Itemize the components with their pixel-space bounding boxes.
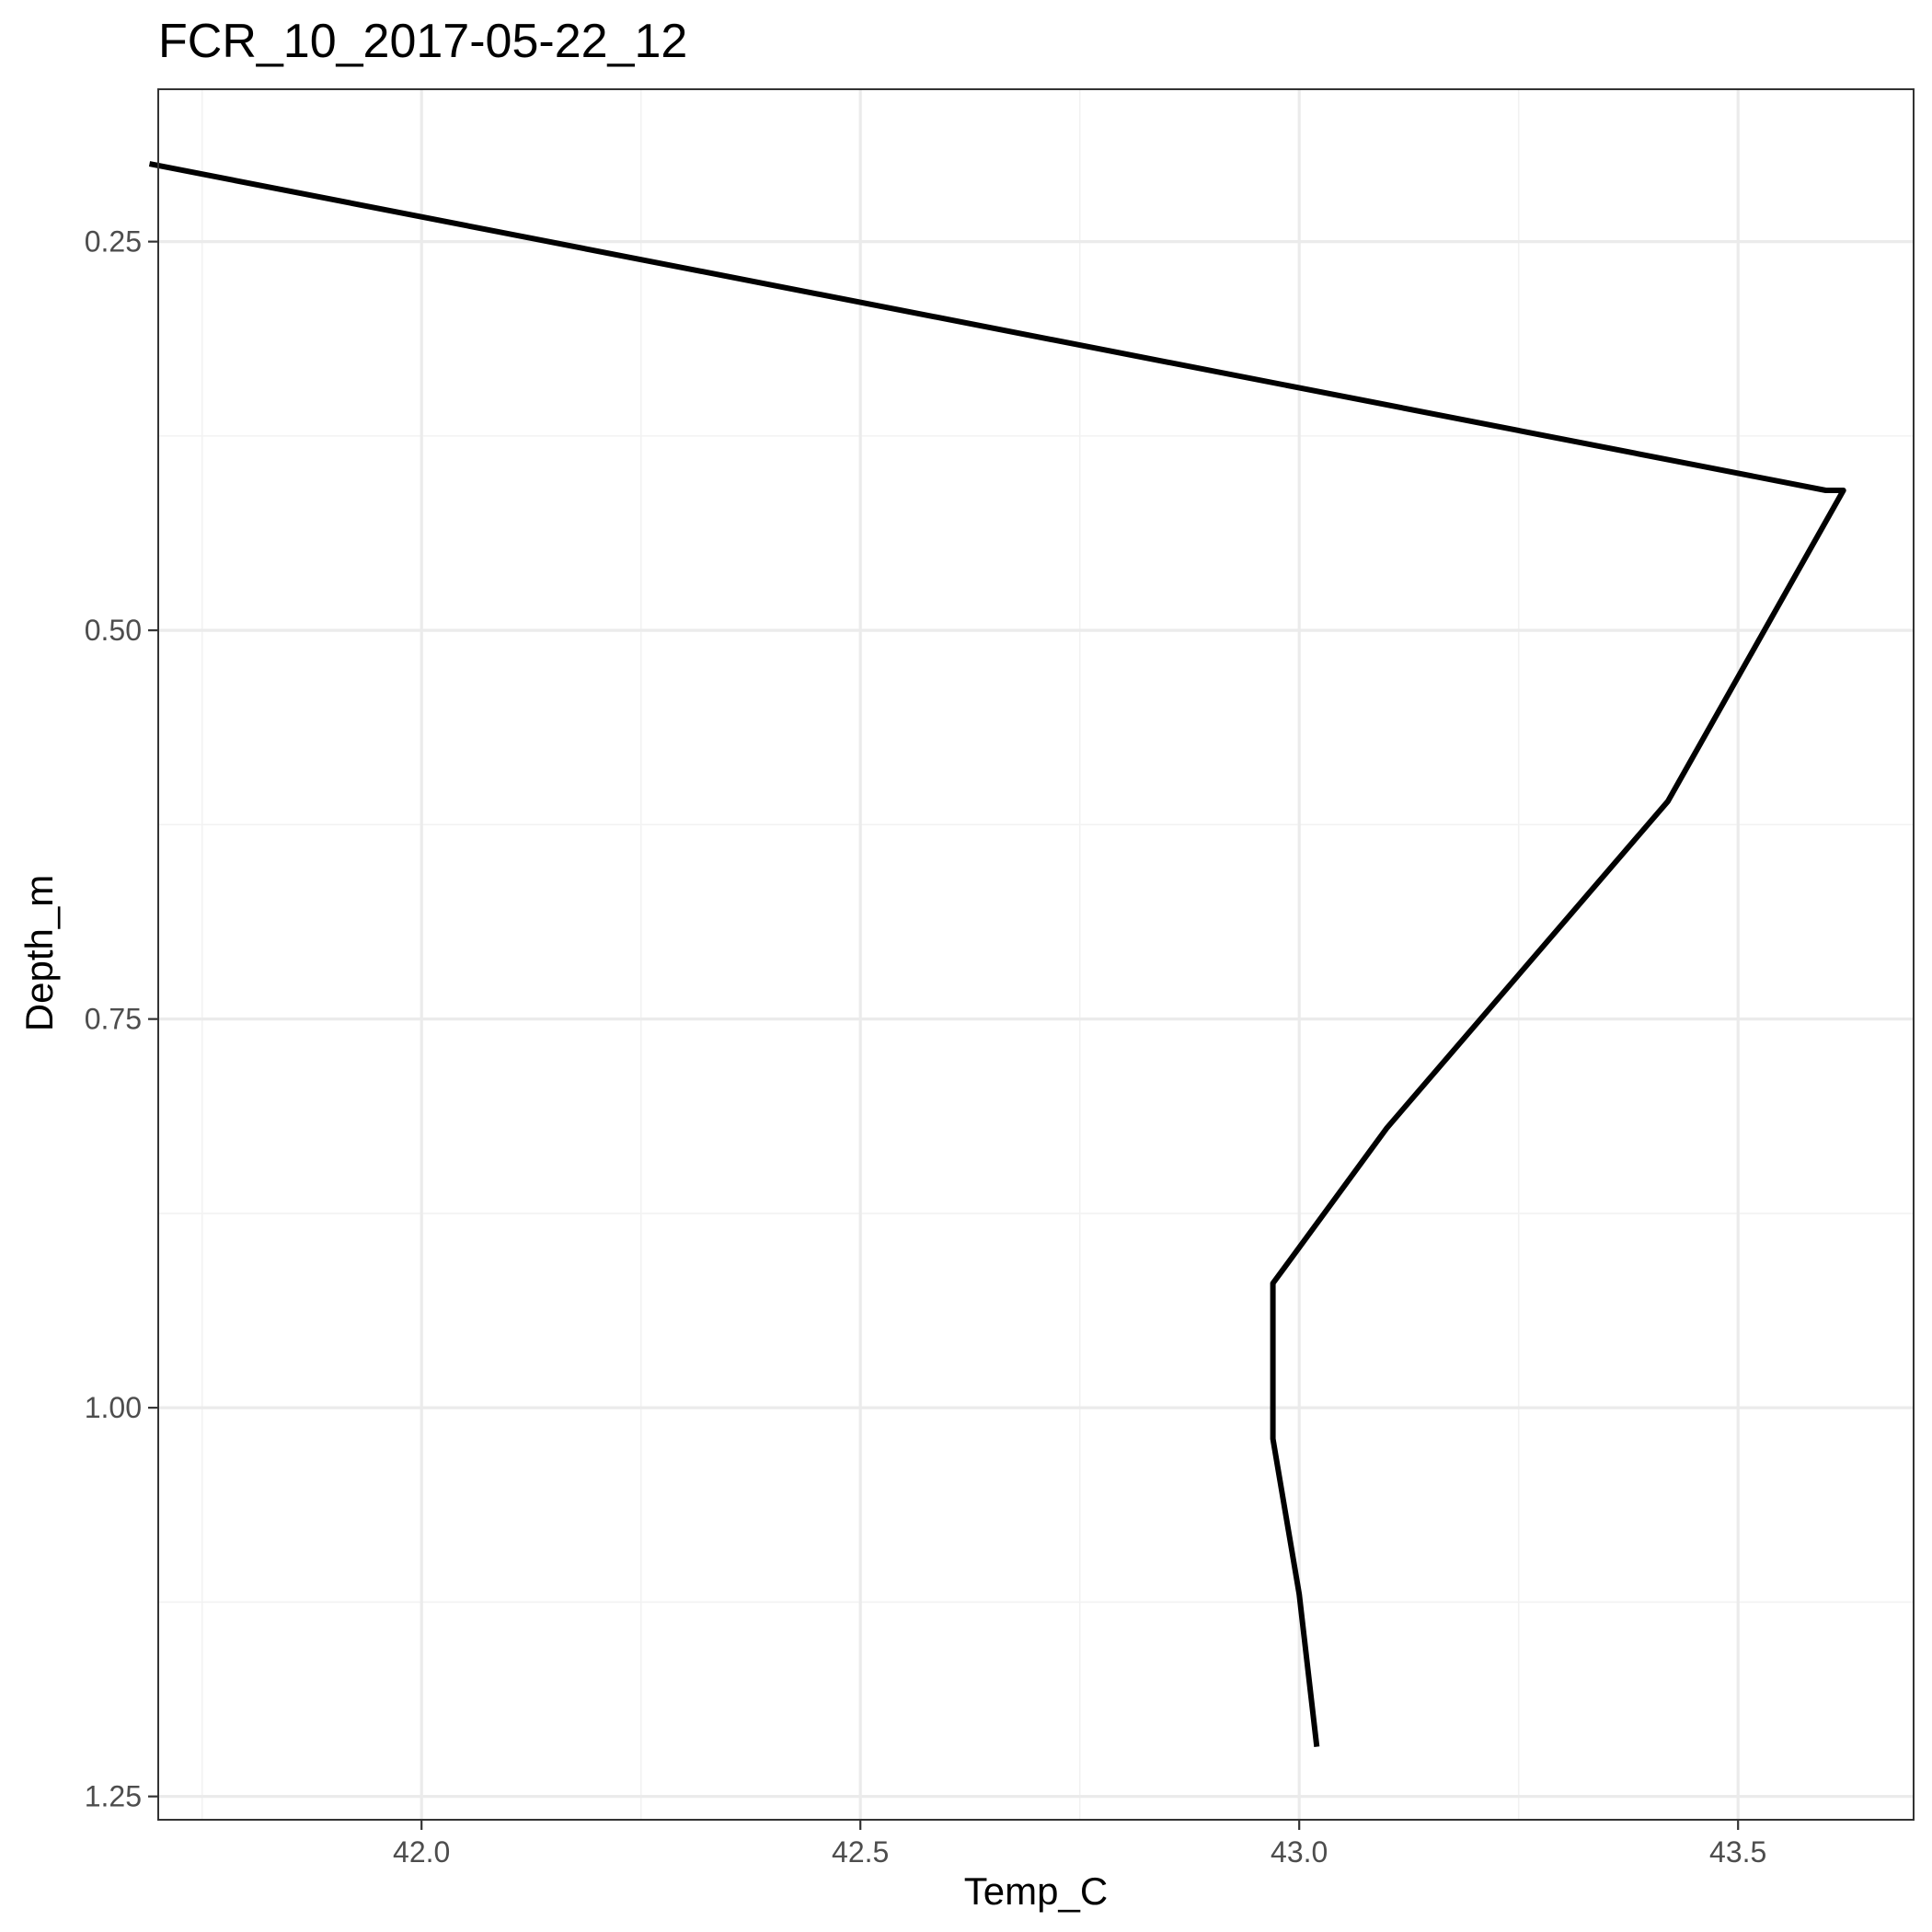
y-axis: 0.25 0.50 0.75 1.00 1.25 xyxy=(85,225,158,1813)
y-tick-label: 0.25 xyxy=(85,225,142,259)
panel-border xyxy=(157,88,1915,1821)
x-axis: 42.0 42.5 43.0 43.5 xyxy=(393,1820,1766,1869)
x-tick-label: 42.0 xyxy=(393,1835,450,1869)
y-tick-label: 0.50 xyxy=(85,614,142,647)
x-tick-label: 43.0 xyxy=(1271,1835,1328,1869)
y-tick-label: 1.00 xyxy=(85,1391,142,1424)
x-tick-label: 42.5 xyxy=(832,1835,889,1869)
chart-title: FCR_10_2017-05-22_12 xyxy=(158,15,687,68)
y-tick-label: 0.75 xyxy=(85,1003,142,1036)
y-axis-title: Depth_m xyxy=(17,875,61,1031)
series-layer xyxy=(148,161,1846,1747)
x-axis-title: Temp_C xyxy=(964,1869,1108,1913)
temperature-profile-line xyxy=(148,161,1846,1747)
grid xyxy=(158,89,1914,1820)
x-tick-label: 43.5 xyxy=(1709,1835,1766,1869)
y-tick-label: 1.25 xyxy=(85,1780,142,1813)
